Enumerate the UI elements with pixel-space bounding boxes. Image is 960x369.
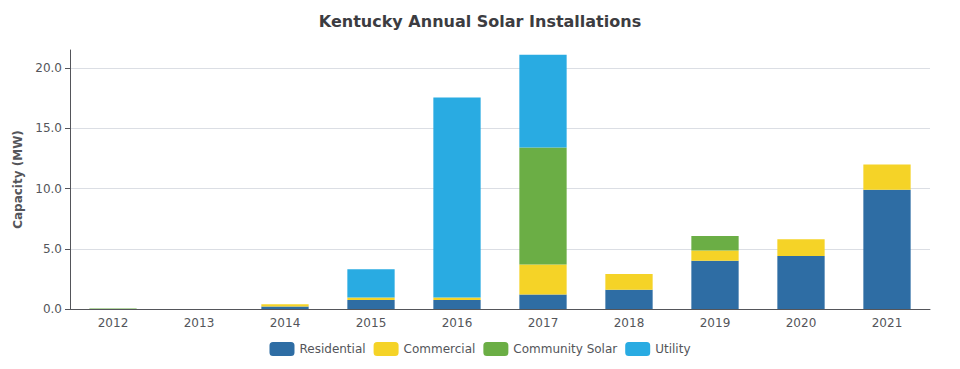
- svg-text:2015: 2015: [356, 316, 387, 330]
- svg-text:2012: 2012: [98, 316, 129, 330]
- svg-text:Residential: Residential: [299, 342, 365, 356]
- svg-text:Capacity (MW): Capacity (MW): [11, 130, 25, 229]
- svg-text:20.0: 20.0: [35, 61, 62, 75]
- svg-text:2014: 2014: [270, 316, 301, 330]
- svg-text:2017: 2017: [528, 316, 559, 330]
- svg-text:0.0: 0.0: [43, 302, 62, 316]
- svg-text:2016: 2016: [442, 316, 473, 330]
- svg-text:2019: 2019: [700, 316, 731, 330]
- svg-text:2018: 2018: [614, 316, 645, 330]
- svg-text:2021: 2021: [872, 316, 903, 330]
- svg-text:5.0: 5.0: [43, 242, 62, 256]
- svg-text:Kentucky Annual Solar Installa: Kentucky Annual Solar Installations: [319, 12, 641, 31]
- svg-text:2013: 2013: [184, 316, 215, 330]
- svg-text:Utility: Utility: [655, 342, 690, 356]
- svg-text:Community Solar: Community Solar: [513, 342, 617, 356]
- svg-text:Commercial: Commercial: [404, 342, 476, 356]
- svg-text:2020: 2020: [786, 316, 817, 330]
- svg-text:10.0: 10.0: [35, 182, 62, 196]
- svg-text:15.0: 15.0: [35, 121, 62, 135]
